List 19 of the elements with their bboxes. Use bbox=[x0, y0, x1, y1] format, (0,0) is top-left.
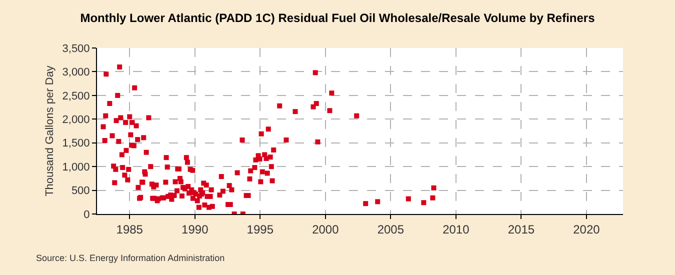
x-tick-label: 2000 bbox=[312, 222, 340, 236]
x-tick-label: 2015 bbox=[508, 222, 535, 236]
x-tick-label: 2020 bbox=[573, 222, 600, 236]
y-tick-label: 3,500 bbox=[62, 42, 90, 55]
y-tick-label: 1,500 bbox=[62, 138, 90, 150]
source-note: Source: U.S. Energy Information Administration bbox=[36, 253, 225, 263]
y-axis-title: Thousand Gallons per Day bbox=[44, 65, 56, 196]
chart-title: Monthly Lower Atlantic (PADD 1C) Residual Fuel Oil Wholesale/Resale Volume by Refiners bbox=[80, 11, 596, 26]
y-tick-label: 500 bbox=[71, 185, 90, 198]
y-tick-label: 2,500 bbox=[62, 90, 90, 102]
y-tick-label: 0 bbox=[84, 208, 90, 221]
x-tick-label: 2010 bbox=[442, 222, 470, 236]
x-tick-label: 1995 bbox=[246, 222, 274, 236]
x-tick-label: 2005 bbox=[377, 222, 404, 236]
x-tick-label: 1985 bbox=[116, 222, 144, 236]
x-tick-label: 1990 bbox=[182, 222, 209, 236]
y-tick-label: 2,000 bbox=[62, 114, 90, 126]
y-tick-label: 3,000 bbox=[62, 66, 90, 79]
y-tick-label: 1,000 bbox=[62, 161, 90, 174]
